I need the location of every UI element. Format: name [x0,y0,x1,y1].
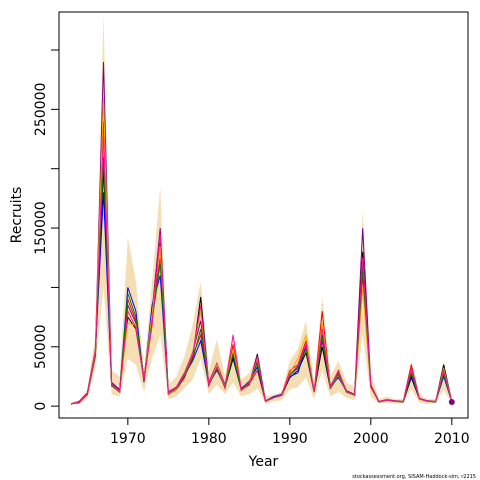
y-axis-title: Recruits [9,187,25,244]
footnote: stockassessment.org, SISAM-Haddock-sim, … [352,474,476,480]
series-lines [70,61,455,405]
y-tick-label: 0 [33,402,49,411]
ci-band [71,14,452,405]
y-tick-label: 50000 [33,324,49,369]
x-axis-title: Year [248,454,279,470]
y-tick-label: 250000 [33,83,49,136]
y-tick-label: 150000 [33,201,49,254]
x-axis: 1970 1980 1990 2000 2010 [110,418,470,447]
end-point-marker [448,398,455,405]
x-tick-label: 2000 [353,431,389,447]
x-tick-label: 1970 [110,431,146,447]
confidence-band [71,14,452,405]
series-line-7 [70,133,453,405]
y-axis: 0 50000 150000 250000 [33,49,59,411]
x-tick-label: 2010 [434,431,470,447]
x-tick-label: 1980 [191,431,227,447]
plot-frame [58,11,469,419]
x-tick-label: 1990 [272,431,308,447]
